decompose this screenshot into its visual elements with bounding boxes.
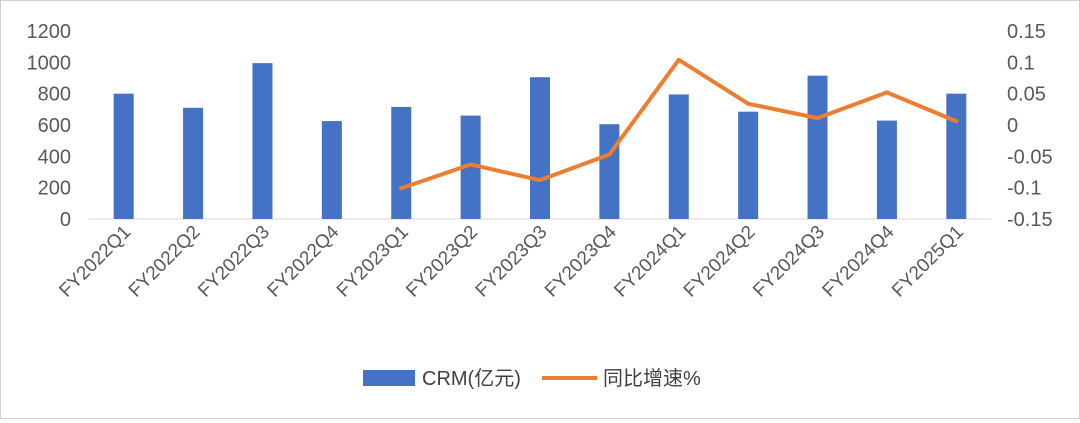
bar xyxy=(321,121,342,219)
line-point xyxy=(676,57,681,62)
category-label: FY2022Q1 xyxy=(55,222,135,302)
line-point xyxy=(399,186,404,191)
right-tick-label: 0.05 xyxy=(1007,84,1046,106)
left-tick-label: 400 xyxy=(38,146,71,168)
bar xyxy=(668,94,689,219)
legend-swatch-bar xyxy=(363,370,415,386)
bar xyxy=(113,93,134,219)
bar xyxy=(738,111,759,219)
category-label: FY2023Q4 xyxy=(541,221,621,301)
line-point xyxy=(954,119,959,124)
line-point xyxy=(746,101,751,106)
left-tick-label: 1200 xyxy=(27,21,72,43)
line-point xyxy=(538,178,542,183)
right-tick-label: 0.1 xyxy=(1007,52,1035,74)
legend-label-line: 同比增速% xyxy=(603,367,701,390)
bar xyxy=(946,93,967,219)
category-label: FY2024Q3 xyxy=(749,222,829,302)
bar xyxy=(460,115,481,219)
bar xyxy=(252,63,273,219)
legend-label-bar: CRM(亿元) xyxy=(422,367,521,390)
left-tick-label: 0 xyxy=(60,209,71,231)
legend: CRM(亿元) 同比增速% xyxy=(363,367,701,390)
category-label: FY2023Q3 xyxy=(472,222,552,302)
category-label: FY2022Q2 xyxy=(125,222,205,302)
line-point xyxy=(884,90,889,95)
line-point xyxy=(815,116,820,121)
bar xyxy=(599,124,620,219)
line-point xyxy=(607,152,612,157)
category-label: FY2024Q4 xyxy=(819,221,899,301)
bar xyxy=(391,106,412,219)
bar xyxy=(807,75,828,220)
right-y-axis: -0.15 -0.1 -0.05 0 0.05 0.1 0.15 xyxy=(1007,21,1053,231)
category-label: FY2024Q2 xyxy=(680,222,760,302)
category-label: FY2023Q2 xyxy=(402,222,482,302)
right-tick-label: 0 xyxy=(1007,115,1018,137)
left-tick-label: 800 xyxy=(38,84,71,106)
right-tick-label: -0.05 xyxy=(1007,146,1053,168)
x-axis-labels: FY2022Q1FY2022Q2FY2022Q3FY2022Q4FY2023Q1… xyxy=(55,221,967,301)
left-tick-label: 600 xyxy=(38,115,71,137)
category-label: FY2024Q1 xyxy=(610,222,690,302)
right-tick-label: -0.1 xyxy=(1007,178,1041,200)
category-label: FY2022Q3 xyxy=(194,222,274,302)
category-label: FY2023Q1 xyxy=(333,222,413,302)
right-tick-label: -0.15 xyxy=(1007,209,1053,231)
category-label: FY2025Q1 xyxy=(888,222,968,302)
bar xyxy=(183,107,204,219)
left-tick-label: 200 xyxy=(38,178,71,200)
category-label: FY2022Q4 xyxy=(264,221,344,301)
left-y-axis: 0 200 400 600 800 1000 1200 xyxy=(27,21,72,231)
bar xyxy=(876,120,897,219)
left-tick-label: 1000 xyxy=(27,52,72,74)
right-tick-label: 0.15 xyxy=(1007,21,1046,43)
bar xyxy=(530,77,550,219)
bar-series xyxy=(113,63,967,220)
line-point xyxy=(468,162,473,167)
line-series xyxy=(399,57,959,191)
